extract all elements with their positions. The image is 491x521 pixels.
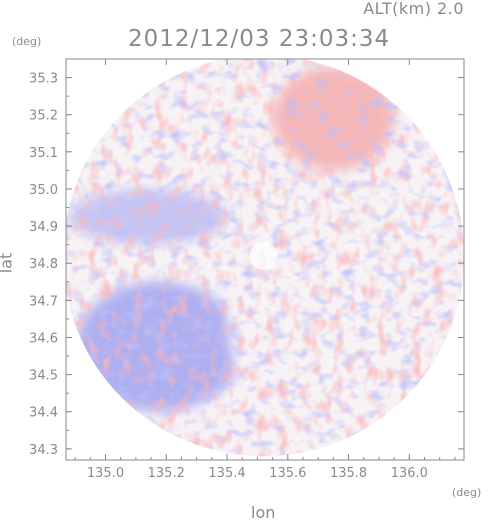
x-axis-unit: (deg): [452, 486, 482, 499]
y-tick-label: 34.7: [29, 294, 58, 309]
x-tick-label: 135.4: [208, 466, 245, 481]
x-tick-label: 135.2: [148, 466, 185, 481]
plot-axes: 135.0 135.2 135.4 135.6 135.8 136.0 34.3 34.4 34…: [29, 58, 465, 481]
x-tick-label: 135.8: [330, 466, 367, 481]
x-axis-label: lon: [251, 503, 276, 521]
y-tick-label: 35.2: [29, 109, 58, 124]
radar-site: [249, 241, 278, 270]
x-tick-label: 136.0: [391, 466, 428, 481]
radar-disc: [66, 59, 464, 457]
y-tick-label: 34.4: [29, 406, 58, 421]
altitude-label: ALT(km) 2.0: [363, 0, 464, 18]
y-tick-label: 34.3: [29, 443, 58, 458]
y-tick-label: 35.1: [29, 146, 58, 161]
y-tick-label: 35.3: [29, 72, 58, 87]
y-tick-label: 34.9: [29, 220, 58, 235]
y-tick-label: 34.8: [29, 257, 58, 272]
x-tick-label: 135.0: [87, 466, 124, 481]
plot-frame: [65, 58, 465, 461]
y-tick-label: 34.6: [29, 331, 58, 346]
chart-title-timestamp: 2012/12/03 23:03:34: [128, 26, 391, 52]
y-tick-label: 35.0: [29, 183, 58, 198]
x-tick-label: 135.6: [269, 466, 306, 481]
y-tick-label: 34.5: [29, 369, 58, 384]
y-axis-unit: (deg): [12, 35, 42, 48]
